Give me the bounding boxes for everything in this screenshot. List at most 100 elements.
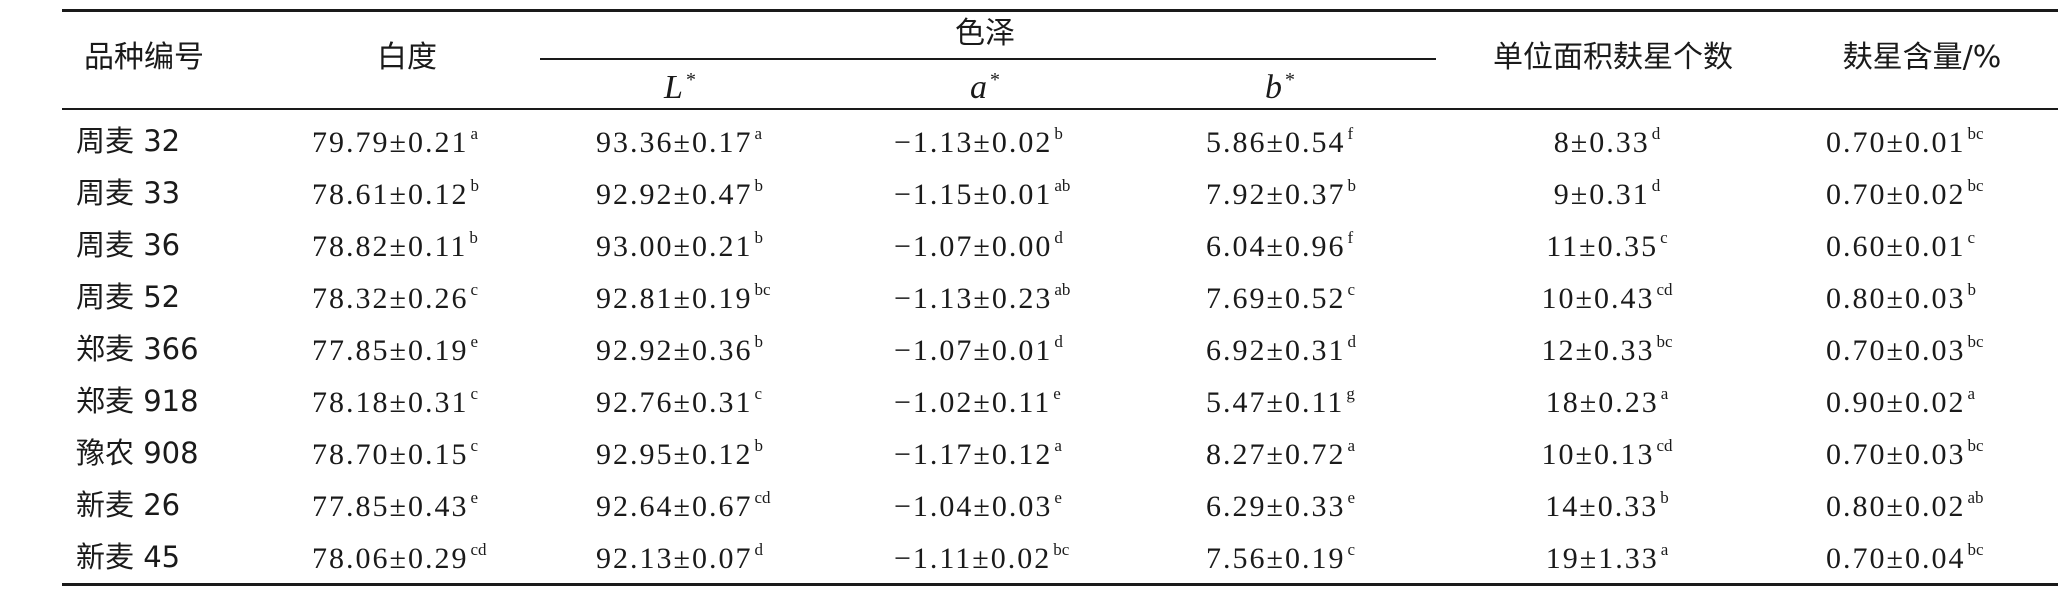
b-value-cell: 8.27±0.72 a — [1206, 436, 1356, 471]
significance-letter: c — [1347, 540, 1356, 559]
l-value-cell: 92.95±0.12 b — [596, 436, 763, 471]
header-a-star: a * — [970, 69, 1000, 106]
variety-cell: 周麦 36 — [76, 228, 181, 262]
significance-letter: a — [754, 124, 763, 143]
a-value-cell: −1.02±0.11 e — [894, 384, 1061, 419]
l-value-cell: 92.92±0.36 b — [596, 332, 763, 367]
significance-letter: f — [1347, 124, 1354, 143]
whiteness-cell: 78.18±0.31 c — [312, 384, 479, 419]
significance-letter: b — [754, 228, 763, 247]
significance-letter: bc — [754, 280, 771, 299]
header-color: 色泽 — [955, 16, 1015, 51]
a-value-cell: −1.11±0.02 bc — [894, 540, 1070, 575]
bran-content-cell: 0.80±0.02 ab — [1826, 488, 1984, 523]
significance-letter: b — [1347, 176, 1356, 195]
significance-letter: a — [1054, 436, 1062, 455]
table-top-rule — [62, 9, 2058, 12]
b-value-cell: 5.86±0.54 f — [1206, 124, 1354, 159]
b-value-cell: 6.92±0.31 d — [1206, 332, 1356, 367]
significance-letter: b — [469, 228, 478, 247]
significance-letter: ab — [1054, 176, 1071, 195]
l-value-cell: 92.76±0.31 c — [596, 384, 763, 419]
variety-cell: 周麦 32 — [76, 124, 181, 158]
variety-cell: 周麦 52 — [76, 280, 181, 314]
header-bran-content: 麸星含量/% — [1842, 40, 2002, 75]
whiteness-cell: 78.06±0.29 cd — [312, 540, 487, 575]
significance-letter: a — [1660, 384, 1669, 403]
b-value-cell: 5.47±0.11 g — [1206, 384, 1355, 419]
l-value-cell: 93.36±0.17 a — [596, 124, 763, 159]
bran-content-cell: 0.80±0.03 b — [1826, 280, 1976, 315]
significance-letter: cd — [470, 540, 487, 559]
significance-letter: b — [754, 436, 763, 455]
significance-letter: bc — [1656, 332, 1673, 351]
header-variety: 品种编号 — [84, 40, 204, 75]
bran-content-cell: 0.70±0.01 bc — [1826, 124, 1984, 159]
header-bran-count: 单位面积麸星个数 — [1493, 40, 1733, 75]
whiteness-cell: 78.82±0.11 b — [312, 228, 478, 263]
significance-letter: f — [1347, 228, 1354, 247]
significance-letter: bc — [1967, 332, 1984, 351]
whiteness-cell: 79.79±0.21 a — [312, 124, 479, 159]
whiteness-cell: 77.85±0.19 e — [312, 332, 479, 367]
bran-count-cell: 8±0.33 d — [1553, 124, 1661, 159]
table-bottom-rule — [62, 583, 2058, 586]
bran-count-cell: 12±0.33 bc — [1541, 332, 1673, 367]
a-value-cell: −1.13±0.23 ab — [894, 280, 1071, 315]
bran-content-cell: 0.70±0.03 bc — [1826, 436, 1984, 471]
significance-letter: e — [1053, 384, 1061, 403]
bran-count-cell: 11±0.35 c — [1546, 228, 1668, 263]
significance-letter: b — [1967, 280, 1976, 299]
color-group-rule — [540, 58, 1436, 60]
significance-letter: e — [470, 332, 479, 351]
significance-letter: bc — [1967, 436, 1984, 455]
a-value-cell: −1.07±0.00 d — [894, 228, 1063, 263]
significance-letter: c — [470, 280, 479, 299]
significance-letter: g — [1346, 384, 1355, 403]
a-value-cell: −1.13±0.02 b — [894, 124, 1063, 159]
a-value-cell: −1.15±0.01 ab — [894, 176, 1071, 211]
significance-letter: c — [1967, 228, 1976, 247]
variety-cell: 新麦 45 — [76, 540, 181, 574]
whiteness-cell: 78.61±0.12 b — [312, 176, 479, 211]
significance-letter: d — [1054, 332, 1063, 351]
significance-letter: d — [754, 540, 763, 559]
variety-cell: 周麦 33 — [76, 176, 181, 210]
bran-count-cell: 9±0.31 d — [1553, 176, 1661, 211]
bran-count-cell: 18±0.23 a — [1545, 384, 1669, 419]
l-value-cell: 92.13±0.07 d — [596, 540, 763, 575]
a-value-cell: −1.04±0.03 e — [894, 488, 1062, 523]
significance-letter: bc — [1053, 540, 1070, 559]
header-b-star: b * — [1265, 69, 1295, 106]
significance-letter: bc — [1967, 124, 1984, 143]
significance-letter: b — [754, 176, 763, 195]
significance-letter: c — [470, 384, 479, 403]
significance-letter: e — [470, 488, 479, 507]
significance-letter: a — [1347, 436, 1356, 455]
significance-letter: a — [1660, 540, 1669, 559]
significance-letter: c — [1347, 280, 1356, 299]
bran-count-cell: 14±0.33 b — [1545, 488, 1669, 523]
bran-content-cell: 0.70±0.03 bc — [1826, 332, 1984, 367]
bran-count-cell: 10±0.13 cd — [1541, 436, 1673, 471]
a-value-cell: −1.07±0.01 d — [894, 332, 1063, 367]
significance-letter: bc — [1967, 540, 1984, 559]
whiteness-cell: 77.85±0.43 e — [312, 488, 479, 523]
significance-letter: a — [470, 124, 479, 143]
b-value-cell: 6.04±0.96 f — [1206, 228, 1354, 263]
significance-letter: b — [1054, 124, 1063, 143]
whiteness-cell: 78.32±0.26 c — [312, 280, 479, 315]
significance-letter: e — [1054, 488, 1062, 507]
significance-letter: b — [1660, 488, 1669, 507]
header-bottom-rule — [62, 108, 2058, 110]
variety-cell: 郑麦 366 — [76, 332, 199, 366]
bran-content-cell: 0.70±0.02 bc — [1826, 176, 1984, 211]
variety-cell: 豫农 908 — [76, 436, 199, 470]
bran-content-cell: 0.70±0.04 bc — [1826, 540, 1984, 575]
b-value-cell: 7.56±0.19 c — [1206, 540, 1356, 575]
significance-letter: b — [754, 332, 763, 351]
significance-letter: b — [470, 176, 479, 195]
header-l-star: L * — [664, 69, 696, 106]
significance-letter: d — [1054, 228, 1063, 247]
